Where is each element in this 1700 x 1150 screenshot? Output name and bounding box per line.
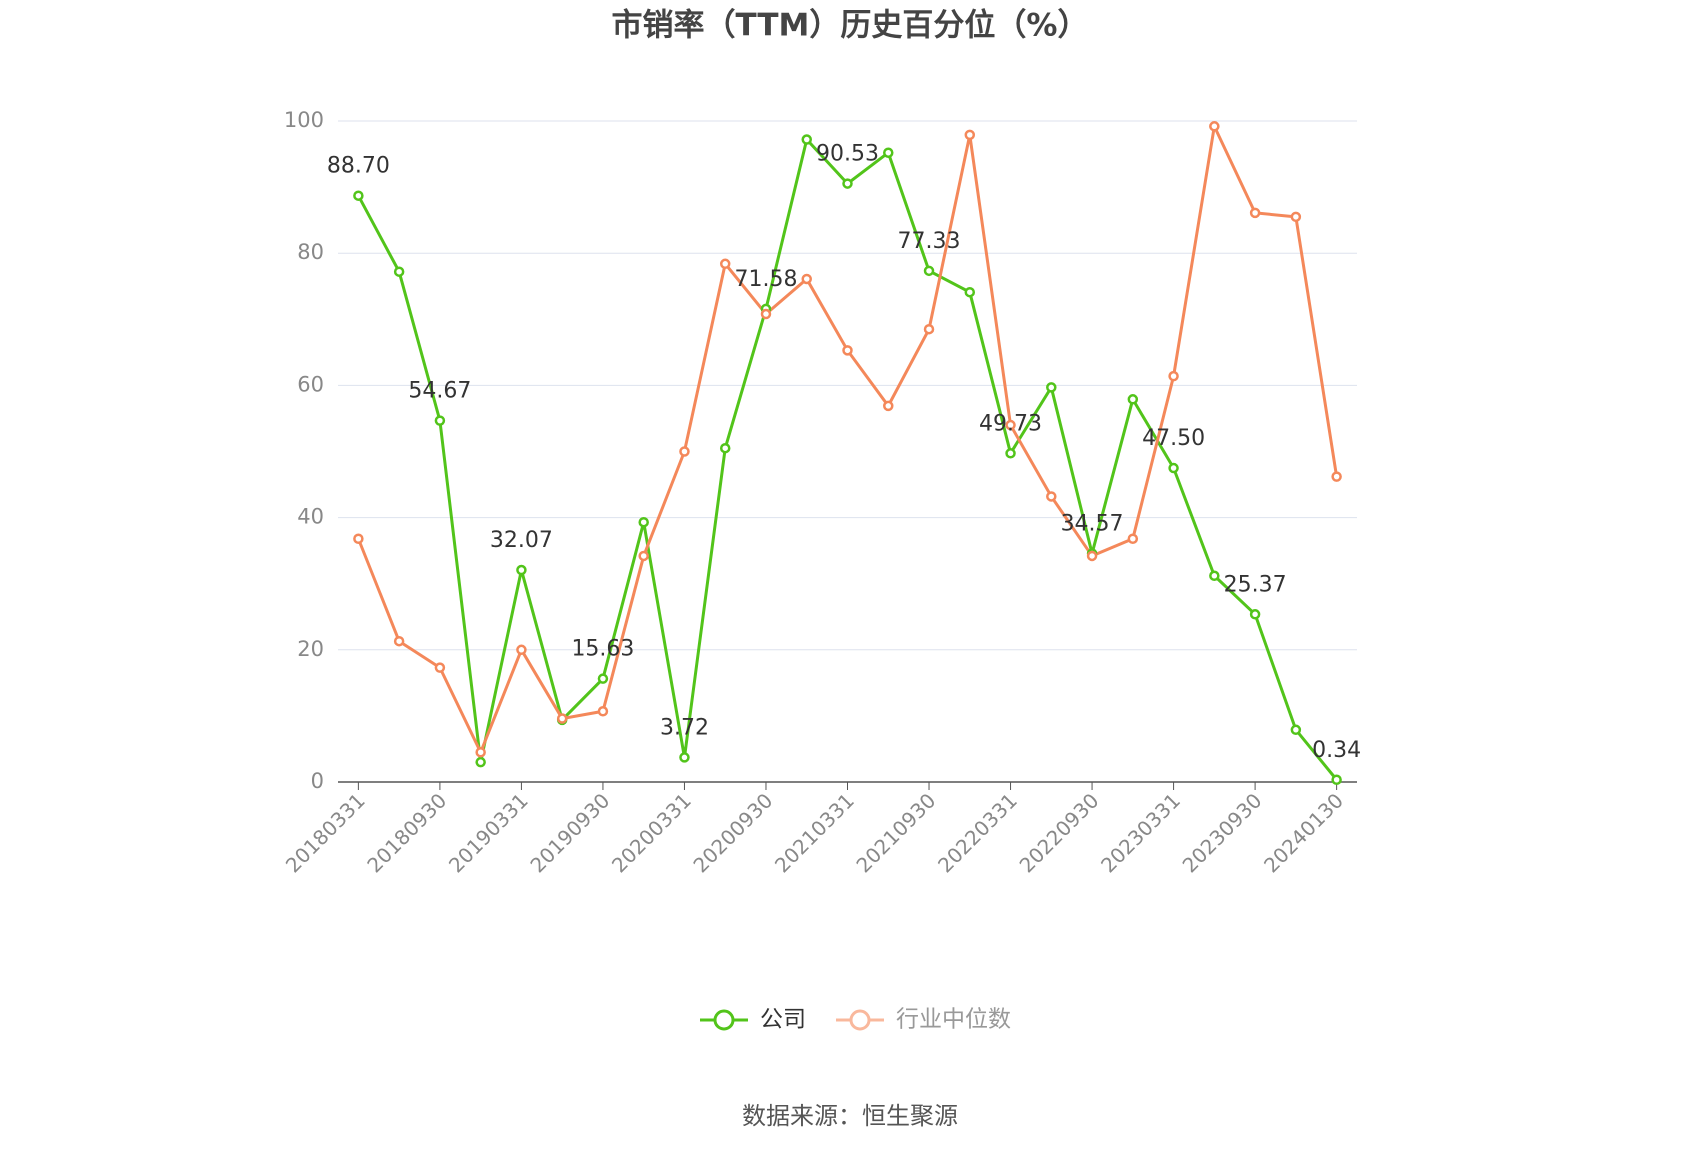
- point: [516, 644, 527, 656]
- point: [1168, 462, 1179, 474]
- x-tick-label: 20220930: [1015, 788, 1104, 877]
- x-tick-label: 20180930: [362, 788, 451, 877]
- data-label: 34.57: [1061, 511, 1124, 536]
- data-label: 25.37: [1224, 572, 1287, 597]
- y-tick-label: 60: [297, 372, 324, 396]
- point: [1127, 533, 1139, 545]
- point: [1290, 724, 1302, 736]
- point: [1209, 570, 1220, 582]
- point: [475, 756, 486, 768]
- data-label: 47.50: [1142, 426, 1205, 451]
- series-line: [357, 136, 1338, 781]
- point: [883, 147, 894, 158]
- y-tick-label: 100: [284, 108, 324, 132]
- point: [1005, 448, 1016, 459]
- data-label: 3.72: [660, 715, 709, 740]
- point: [923, 323, 935, 335]
- point: [597, 673, 609, 684]
- x-tick-label: 20210930: [851, 788, 940, 877]
- point: [842, 345, 853, 356]
- point: [516, 564, 527, 576]
- x-tick-label: 20190930: [525, 788, 614, 877]
- x-tick-label: 20220331: [933, 788, 1022, 877]
- point: [434, 662, 446, 673]
- point: [1127, 394, 1139, 405]
- point: [1046, 491, 1057, 502]
- point: [1005, 419, 1016, 431]
- point: [597, 706, 609, 717]
- point: [719, 258, 731, 270]
- legend-marker: [713, 1009, 735, 1031]
- data-label: 71.58: [734, 267, 797, 292]
- point: [1249, 207, 1261, 219]
- x-tick-label: 20230930: [1178, 788, 1267, 877]
- point: [1086, 550, 1098, 562]
- data-label: 32.07: [490, 528, 553, 553]
- x-tick-label: 20200331: [607, 788, 696, 877]
- point: [475, 747, 486, 758]
- point: [842, 178, 853, 189]
- chart-title: 市销率（TTM）历史百分位（%）: [612, 8, 1089, 44]
- legend-label[interactable]: 公司: [760, 1007, 806, 1033]
- x-tick-label: 20200930: [688, 788, 777, 877]
- data-label: 90.53: [816, 142, 879, 167]
- x-tick-label: 20180331: [281, 788, 370, 877]
- data-label: 0.34: [1312, 738, 1361, 763]
- y-tick-label: 0: [311, 769, 324, 793]
- data-label: 49.73: [979, 411, 1042, 436]
- point: [353, 190, 364, 201]
- data-label: 88.70: [327, 154, 390, 179]
- point: [1331, 471, 1342, 482]
- point: [393, 635, 405, 647]
- point: [1290, 211, 1302, 223]
- point: [679, 752, 690, 763]
- point: [883, 400, 894, 412]
- point: [760, 308, 772, 320]
- legend-marker: [849, 1009, 871, 1031]
- point: [393, 266, 405, 277]
- source: 数据来源：恒生聚源: [742, 1102, 958, 1130]
- point: [923, 265, 935, 277]
- point: [556, 713, 568, 724]
- point: [434, 415, 446, 426]
- data-label: 77.33: [898, 229, 961, 254]
- point: [1046, 382, 1057, 393]
- point: [801, 273, 812, 285]
- point: [679, 446, 690, 457]
- y-tick-label: 20: [297, 637, 324, 661]
- x-tick-label: 20190331: [444, 788, 533, 877]
- y-tick-label: 80: [297, 240, 324, 264]
- point: [353, 533, 364, 545]
- point: [1249, 609, 1261, 620]
- point: [719, 442, 731, 454]
- x-tick-label: 20230331: [1096, 788, 1185, 877]
- point: [638, 550, 649, 562]
- point: [1168, 370, 1179, 382]
- data-label: 15.63: [571, 637, 634, 662]
- legend-label[interactable]: 行业中位数: [896, 1007, 1011, 1033]
- y-tick-label: 40: [297, 505, 324, 529]
- point: [1331, 774, 1342, 786]
- point: [638, 516, 649, 528]
- data-label: 54.67: [408, 379, 471, 404]
- point: [964, 129, 976, 141]
- point: [801, 134, 812, 145]
- point: [1209, 121, 1220, 132]
- point: [964, 286, 976, 298]
- x-tick-label: 20210331: [770, 788, 859, 877]
- x-tick-label: 20240130: [1259, 788, 1348, 877]
